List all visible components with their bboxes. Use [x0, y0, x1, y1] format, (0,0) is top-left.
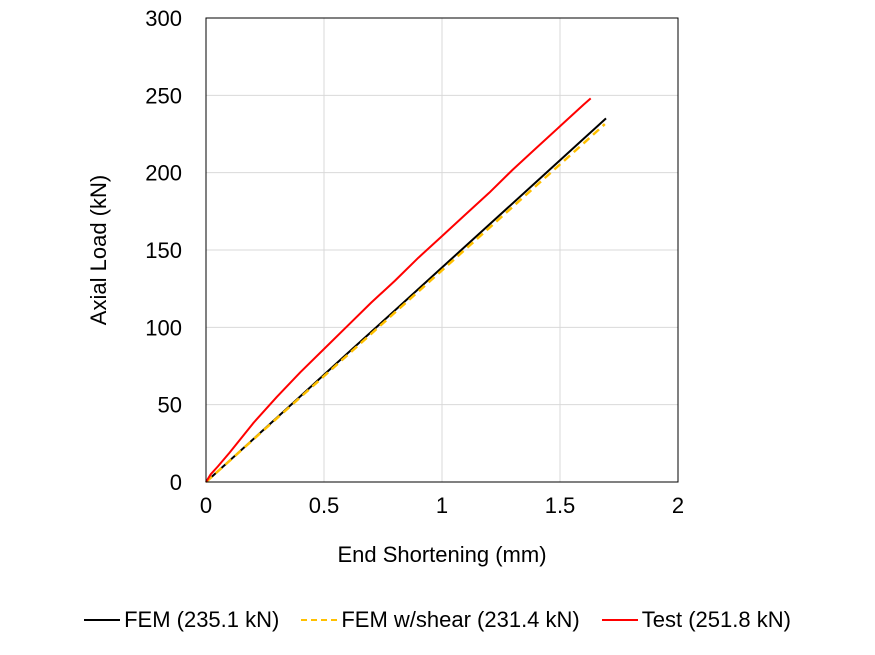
x-tick-label: 0.5	[309, 493, 340, 518]
legend-swatch	[601, 619, 638, 621]
legend-item-1: FEM (235.1 kN)	[84, 607, 279, 633]
x-axis-label: End Shortening (mm)	[337, 542, 546, 567]
legend-item-2: FEM w/shear (231.4 kN)	[301, 607, 580, 633]
legend-swatch	[84, 619, 121, 621]
series-line-3	[205, 97, 592, 483]
chart: 0 0.5 1 1.5 2 0 50 100 150 200 250 300 End Shorteni…	[86, 6, 684, 567]
legend-label: FEM w/shear (231.4 kN)	[341, 607, 580, 632]
legend-item-3: Test (251.8 kN)	[601, 607, 791, 633]
series-line-2	[205, 123, 606, 483]
y-tick-label: 250	[145, 83, 182, 108]
legend-swatch	[301, 619, 338, 621]
tick-labels: 0 0.5 1 1.5 2 0 50 100 150 200 250 300	[145, 6, 684, 518]
y-tick-label: 200	[145, 161, 182, 186]
x-tick-label: 2	[672, 493, 684, 518]
x-tick-label: 0	[200, 493, 212, 518]
y-tick-label: 50	[158, 393, 182, 418]
plot-area-border	[205, 17, 679, 483]
y-tick-label: 0	[170, 470, 182, 495]
y-axis-label: Axial Load (kN)	[86, 175, 111, 325]
legend-label: Test (251.8 kN)	[641, 607, 791, 632]
grid-lines	[206, 18, 678, 482]
legend-label: FEM (235.1 kN)	[124, 607, 280, 632]
legend: FEM (235.1 kN) FEM w/shear (231.4 kN) Test…	[0, 600, 875, 640]
y-tick-label: 150	[145, 238, 182, 263]
y-tick-label: 300	[145, 6, 182, 31]
x-tick-label: 1	[436, 493, 448, 518]
series-layer	[205, 97, 607, 483]
x-tick-label: 1.5	[545, 493, 576, 518]
y-tick-label: 100	[145, 315, 182, 340]
